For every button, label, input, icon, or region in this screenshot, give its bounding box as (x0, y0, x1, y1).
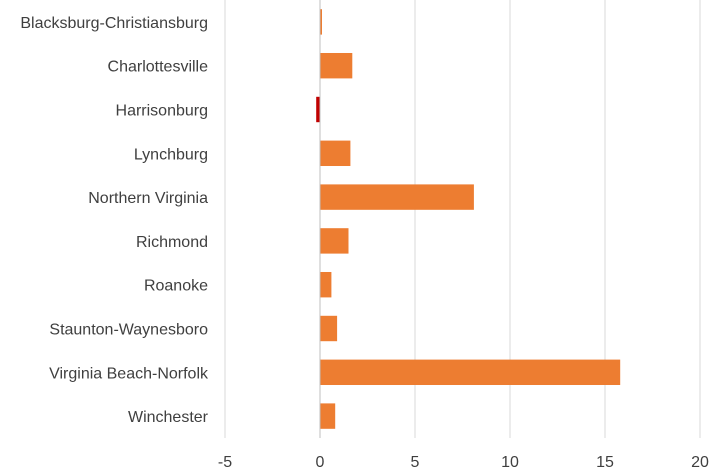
x-tick-label: 0 (316, 454, 325, 471)
x-tick-label: 10 (501, 454, 519, 471)
bar (320, 9, 322, 35)
category-label: Staunton-Waynesboro (49, 322, 208, 339)
category-label: Winchester (128, 409, 209, 426)
x-tick-label: -5 (218, 454, 232, 471)
category-label: Harrisonburg (116, 103, 208, 120)
bar (320, 315, 338, 342)
category-label: Blacksburg-Christiansburg (20, 15, 208, 32)
bar (320, 403, 336, 429)
category-labels: Blacksburg-Christiansburg Charlottesville… (20, 15, 209, 426)
x-tick-labels: -5 0 5 10 15 20 (218, 454, 709, 471)
bar (316, 96, 320, 123)
bars (316, 9, 621, 429)
x-tick-label: 15 (596, 454, 614, 471)
x-tick-label: 5 (411, 454, 420, 471)
category-label: Virginia Beach-Norfolk (49, 365, 209, 382)
category-label: Richmond (136, 234, 208, 251)
category-label: Roanoke (144, 278, 208, 295)
x-tick-label: 20 (691, 454, 709, 471)
bar (320, 271, 332, 298)
category-label: Lynchburg (134, 146, 208, 163)
category-label: Charlottesville (108, 59, 209, 76)
bar (320, 52, 353, 79)
bar (320, 359, 621, 386)
bar (320, 228, 349, 254)
bar (320, 140, 351, 167)
bar (320, 184, 474, 210)
category-label: Northern Virginia (88, 190, 208, 207)
